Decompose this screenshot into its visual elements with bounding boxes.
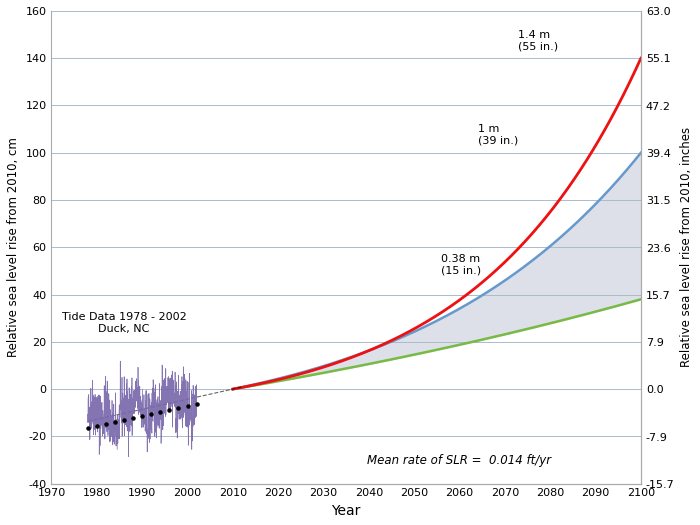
Point — [173, 404, 184, 413]
Point — [191, 400, 202, 408]
Point — [155, 408, 166, 416]
X-axis label: Year: Year — [332, 504, 361, 518]
Y-axis label: Relative sea level rise from 2010, inches: Relative sea level rise from 2010, inche… — [680, 127, 693, 368]
Point — [100, 420, 111, 428]
Point — [164, 406, 175, 415]
Point — [82, 424, 93, 433]
Point — [91, 422, 102, 430]
Y-axis label: Relative sea level rise from 2010, cm: Relative sea level rise from 2010, cm — [7, 138, 20, 357]
Point — [182, 402, 193, 411]
Text: Tide Data 1978 - 2002
Duck, NC: Tide Data 1978 - 2002 Duck, NC — [62, 312, 186, 334]
Text: 0.38 m
(15 in.): 0.38 m (15 in.) — [442, 254, 482, 276]
Point — [109, 418, 120, 427]
Text: 1 m
(39 in.): 1 m (39 in.) — [477, 124, 518, 145]
Text: Mean rate of SLR =  0.014 ft/yr: Mean rate of SLR = 0.014 ft/yr — [368, 454, 552, 467]
Text: 1.4 m
(55 in.): 1.4 m (55 in.) — [519, 29, 559, 51]
Point — [118, 416, 130, 425]
Point — [136, 412, 148, 421]
Point — [127, 414, 139, 423]
Point — [146, 410, 157, 418]
